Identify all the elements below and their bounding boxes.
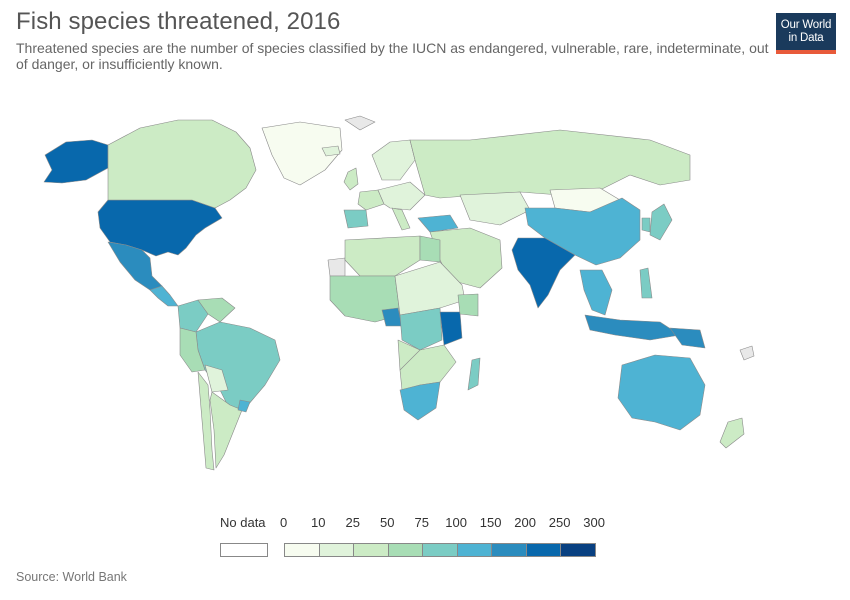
region-iceland[interactable] (321, 145, 341, 157)
region-philippines[interactable] (639, 267, 653, 299)
logo-line-2: in Data (788, 32, 824, 44)
legend-tick-label: 75 (414, 515, 429, 530)
legend-no-data-label: No data (220, 515, 266, 530)
legend-tick-label: 25 (345, 515, 360, 530)
region-mexico[interactable] (107, 241, 163, 291)
region-papua-new-guinea[interactable] (669, 327, 706, 349)
region-south-africa[interactable] (399, 381, 441, 421)
region-australia[interactable] (617, 354, 706, 431)
region-argentina[interactable] (209, 391, 243, 469)
region-united-states[interactable] (97, 199, 223, 257)
no-data-region[interactable] (739, 345, 755, 361)
legend-swatch[interactable] (456, 543, 492, 557)
legend-swatch[interactable] (284, 543, 320, 557)
region-greenland[interactable] (261, 121, 343, 186)
legend-tick-label: 250 (548, 515, 571, 530)
logo-line-1: Our World (780, 19, 832, 31)
region-central-europe[interactable] (377, 181, 426, 211)
region-madagascar[interactable] (467, 357, 481, 391)
region-canada[interactable] (107, 119, 257, 209)
region-colombia[interactable] (177, 299, 209, 333)
region-china[interactable] (524, 197, 641, 266)
region-north-africa[interactable] (344, 235, 421, 277)
legend-tick-label: 300 (583, 515, 605, 530)
region-russia[interactable] (409, 129, 691, 199)
no-data-region[interactable] (327, 257, 346, 277)
source-note: Source: World Bank (16, 570, 127, 584)
legend-tick-label: 0 (280, 515, 288, 530)
legend-tick-label: 10 (311, 515, 326, 530)
region-alaska[interactable] (43, 139, 109, 184)
region-southeast-asia[interactable] (579, 269, 613, 316)
legend-swatch[interactable] (318, 543, 354, 557)
region-turkey[interactable] (417, 214, 459, 233)
legend-tick-label: 200 (514, 515, 536, 530)
region-korea[interactable] (641, 217, 651, 233)
legend-tick-label: 100 (445, 515, 467, 530)
legend-swatch[interactable] (353, 543, 389, 557)
legend-swatch[interactable] (525, 543, 561, 557)
legend-tick-label: 150 (479, 515, 502, 530)
legend-swatch[interactable] (422, 543, 458, 557)
region-spain[interactable] (343, 209, 369, 229)
chart-subtitle: Threatened species are the number of spe… (16, 40, 769, 72)
legend-no-data-swatch[interactable] (220, 543, 268, 557)
region-uruguay[interactable] (237, 399, 251, 413)
region-france[interactable] (357, 189, 385, 211)
region-egypt[interactable] (419, 235, 441, 263)
no-data-region[interactable] (344, 115, 376, 131)
legend-swatch[interactable] (387, 543, 423, 557)
region-dr-congo[interactable] (399, 307, 443, 351)
region-italy[interactable] (391, 207, 411, 231)
region-kenya[interactable] (457, 293, 479, 317)
region-new-zealand[interactable] (719, 417, 745, 449)
region-chile[interactable] (197, 371, 215, 471)
region-indonesia[interactable] (584, 314, 681, 341)
region-tanzania[interactable] (439, 311, 463, 346)
region-japan[interactable] (649, 203, 673, 241)
region-bolivia[interactable] (204, 364, 229, 393)
region-venezuela[interactable] (197, 297, 236, 323)
region-central-america[interactable] (149, 285, 179, 307)
world-map (43, 115, 755, 471)
legend: No data 0 10 25 50 75 100 150 200 250 300 (0, 505, 850, 565)
owid-logo[interactable]: Our World in Data (776, 13, 836, 54)
region-scandinavia[interactable] (371, 139, 416, 181)
chart-title: Fish species threatened, 2016 (16, 8, 341, 35)
region-united-kingdom[interactable] (343, 167, 359, 191)
legend-swatch[interactable] (491, 543, 527, 557)
legend-swatch[interactable] (560, 543, 596, 557)
region-kazakhstan[interactable] (459, 191, 531, 226)
legend-tick-label: 50 (380, 515, 395, 530)
region-peru[interactable] (179, 327, 206, 373)
